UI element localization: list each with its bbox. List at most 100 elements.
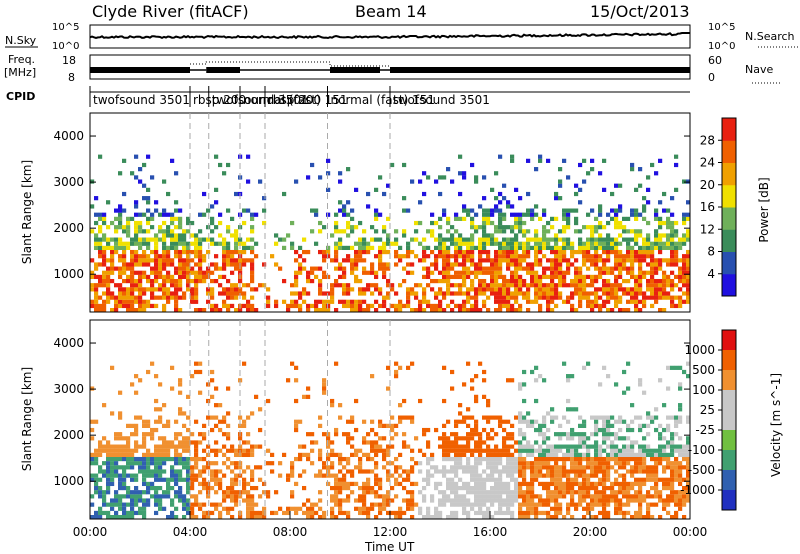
heatmap-cell (630, 456, 635, 462)
heatmap-cell (506, 241, 511, 246)
heatmap-cell (122, 515, 127, 520)
heatmap-cell (578, 444, 583, 449)
heatmap-cell (514, 258, 519, 263)
heatmap-cell (658, 287, 663, 292)
heatmap-cell (250, 225, 255, 230)
heatmap-cell (126, 229, 131, 234)
heatmap-cell (510, 291, 515, 296)
heatmap-cell (310, 270, 315, 275)
heatmap-cell (242, 448, 247, 453)
heatmap-cell (118, 494, 123, 499)
heatmap-cell (562, 473, 567, 478)
heatmap-cell (490, 212, 495, 217)
heatmap-cell (590, 456, 595, 462)
heatmap-cell (206, 382, 211, 387)
heatmap-cell (486, 436, 491, 441)
heatmap-cell (214, 481, 219, 487)
heatmap-cell (402, 440, 407, 445)
heatmap-cell (538, 295, 543, 300)
heatmap-cell (234, 245, 239, 251)
heatmap-cell (234, 498, 239, 503)
heatmap-cell (562, 361, 567, 366)
heatmap-cell (646, 270, 651, 275)
heatmap-cell (522, 419, 527, 424)
heatmap-cell (110, 245, 115, 251)
heatmap-cell (494, 415, 499, 420)
heatmap-cell (562, 299, 567, 304)
heatmap-cell (618, 204, 623, 209)
heatmap-cell (498, 456, 503, 462)
heatmap-cell (602, 249, 607, 255)
heatmap-cell (566, 175, 571, 180)
heatmap-cell (90, 258, 95, 263)
heatmap-cell (338, 245, 343, 251)
heatmap-cell (374, 216, 379, 221)
heatmap-cell (322, 308, 327, 313)
heatmap-cell (622, 390, 627, 395)
heatmap-cell (486, 254, 491, 259)
heatmap-cell (654, 456, 659, 462)
heatmap-cell (458, 270, 463, 275)
heatmap-cell (394, 369, 399, 375)
heatmap-cell (650, 502, 655, 507)
heatmap-cell (374, 299, 379, 304)
heatmap-cell (622, 481, 627, 487)
colorbar-swatch (722, 273, 736, 297)
heatmap-cell (502, 291, 507, 296)
heatmap-cell (246, 448, 251, 453)
heatmap-cell (190, 220, 195, 226)
heatmap-cell (626, 361, 631, 366)
heatmap-cell (518, 515, 523, 520)
heatmap-cell (538, 456, 543, 462)
heatmap-cell (226, 465, 231, 470)
heatmap-cell (558, 477, 563, 482)
heatmap-cell (522, 448, 527, 453)
heatmap-cell (154, 278, 159, 284)
heatmap-cell (458, 485, 463, 491)
heatmap-cell (350, 229, 355, 234)
heatmap-cell (106, 502, 111, 507)
heatmap-cell (206, 274, 211, 280)
heatmap-cell (278, 506, 283, 511)
heatmap-cell (458, 254, 463, 259)
heatmap-cell (158, 262, 163, 267)
heatmap-cell (450, 283, 455, 288)
heatmap-cell (378, 266, 383, 271)
heatmap-cell (142, 432, 147, 437)
heatmap-cell (246, 154, 251, 159)
heatmap-cell (214, 303, 219, 309)
heatmap-cell (678, 299, 683, 304)
heatmap-cell (426, 175, 431, 180)
heatmap-cell (646, 249, 651, 255)
heatmap-cell (634, 287, 639, 292)
heatmap-cell (110, 270, 115, 275)
freq-unit-label: [MHz] (4, 66, 36, 79)
heatmap-cell (530, 448, 535, 453)
heatmap-cell (134, 427, 139, 433)
heatmap-cell (674, 249, 679, 255)
heatmap-cell (594, 419, 599, 424)
heatmap-cell (422, 515, 427, 520)
heatmap-cell (542, 485, 547, 491)
heatmap-cell (522, 245, 527, 251)
heatmap-cell (302, 452, 307, 458)
heatmap-cell (306, 394, 311, 399)
heatmap-cell (518, 229, 523, 234)
heatmap-cell (490, 427, 495, 433)
heatmap-cell (638, 465, 643, 470)
heatmap-cell (226, 308, 231, 313)
heatmap-cell (334, 432, 339, 437)
heatmap-cell (602, 245, 607, 251)
heatmap-cell (134, 287, 139, 292)
heatmap-cell (226, 208, 231, 213)
heatmap-cell (450, 237, 455, 242)
heatmap-cell (654, 407, 659, 412)
heatmap-cell (322, 291, 327, 296)
heatmap-cell (450, 477, 455, 482)
heatmap-cell (550, 295, 555, 300)
heatmap-cell (486, 473, 491, 478)
heatmap-cell (142, 299, 147, 304)
heatmap-cell (666, 208, 671, 213)
heatmap-cell (626, 287, 631, 292)
heatmap-cell (394, 432, 399, 437)
